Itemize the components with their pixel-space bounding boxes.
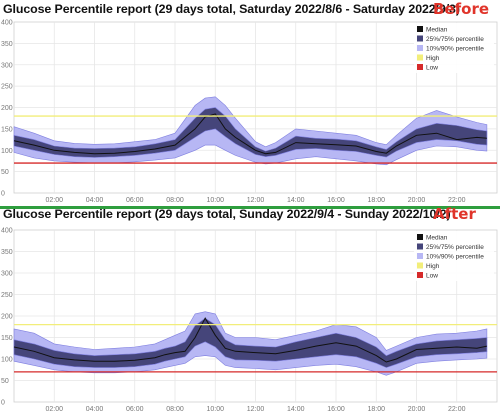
y-tick-label: 150 [1, 335, 13, 342]
x-tick-label: 06:00 [126, 197, 144, 204]
legend-box [414, 231, 494, 281]
x-tick-label: 06:00 [126, 406, 144, 413]
x-tick-label: 16:00 [327, 197, 345, 204]
x-tick-label: 04:00 [86, 197, 104, 204]
x-tick-label: 02:00 [45, 406, 63, 413]
after-tag: After [433, 205, 476, 223]
section-divider [0, 206, 500, 209]
y-tick-label: 350 [1, 249, 13, 256]
y-tick-label: 200 [1, 105, 13, 112]
legend-label: Low [426, 273, 438, 280]
band-25-75-percentile [13, 107, 488, 158]
legend-swatch [417, 234, 423, 240]
x-tick-label: 12:00 [247, 406, 265, 413]
legend-label: High [426, 263, 440, 270]
y-tick-label: 150 [1, 126, 13, 133]
chart-svg-before: 0 50 100 150 200 250 300 350 400 02:00 04:00 06:00 0… [1, 20, 498, 204]
x-tick-label: 22:00 [448, 197, 466, 204]
x-tick-label: 14:00 [287, 197, 305, 204]
y-tick-label: 50 [1, 378, 9, 385]
x-tick-label: 12:00 [247, 197, 265, 204]
x-tick-label: 08:00 [166, 406, 184, 413]
x-tick-label: 14:00 [287, 406, 305, 413]
legend-label: 10%/90% percentile [426, 46, 484, 53]
chart-panel-before: Glucose Percentile report (29 days total… [0, 0, 500, 205]
legend-swatch [417, 253, 423, 259]
x-tick-label: 22:00 [448, 406, 466, 413]
legend-label: Low [426, 65, 438, 72]
y-tick-label: 50 [1, 169, 9, 176]
x-tick-label: 18:00 [367, 406, 385, 413]
x-tick-label: 02:00 [45, 197, 63, 204]
x-tick-label: 10:00 [206, 197, 224, 204]
y-tick-label: 300 [1, 62, 13, 69]
legend-swatch [417, 262, 423, 269]
y-tick-label: 400 [1, 228, 13, 235]
y-tick-label: 250 [1, 292, 13, 299]
x-tick-label: 04:00 [86, 406, 104, 413]
chart-title: Glucose Percentile report (29 days total… [3, 2, 460, 16]
band-25-75-percentile [13, 317, 488, 368]
y-tick-label: 300 [1, 271, 13, 278]
x-tick-label: 18:00 [367, 197, 385, 204]
legend-label: 10%/90% percentile [426, 254, 484, 261]
chart-title: Glucose Percentile report (29 days total… [3, 207, 451, 221]
legend-label: 25%/75% percentile [426, 36, 484, 43]
y-tick-label: 0 [1, 191, 5, 198]
median-line [13, 317, 488, 363]
y-tick-label: 0 [1, 400, 5, 407]
y-tick-label: 350 [1, 41, 13, 48]
x-tick-label: 08:00 [166, 197, 184, 204]
x-tick-label: 16:00 [327, 406, 345, 413]
legend-label: High [426, 55, 440, 62]
legend-swatch [417, 243, 423, 250]
legend-label: 25%/75% percentile [426, 244, 484, 251]
x-tick-label: 10:00 [206, 406, 224, 413]
before-tag: Before [433, 0, 490, 18]
chart-svg-after: 0 50 100 150 200 250 300 350 400 02:00 04:00 06:00 0… [1, 228, 498, 413]
y-tick-label: 100 [1, 357, 13, 364]
legend-swatch [417, 272, 423, 278]
legend-label: Median [426, 27, 448, 34]
legend-swatch [417, 45, 423, 51]
legend-swatch [417, 64, 423, 70]
legend-swatch [417, 54, 423, 61]
legend-box [414, 23, 494, 73]
median-line [13, 113, 487, 155]
legend-swatch [417, 35, 423, 42]
legend-swatch [417, 26, 423, 32]
y-tick-label: 200 [1, 314, 13, 321]
y-tick-label: 100 [1, 148, 13, 155]
x-tick-label: 20:00 [408, 406, 426, 413]
chart-panel-after: Glucose Percentile report (29 days total… [0, 205, 500, 413]
y-tick-label: 250 [1, 84, 13, 91]
y-tick-label: 400 [1, 20, 13, 27]
x-tick-label: 20:00 [408, 197, 426, 204]
legend-label: Median [426, 235, 448, 242]
